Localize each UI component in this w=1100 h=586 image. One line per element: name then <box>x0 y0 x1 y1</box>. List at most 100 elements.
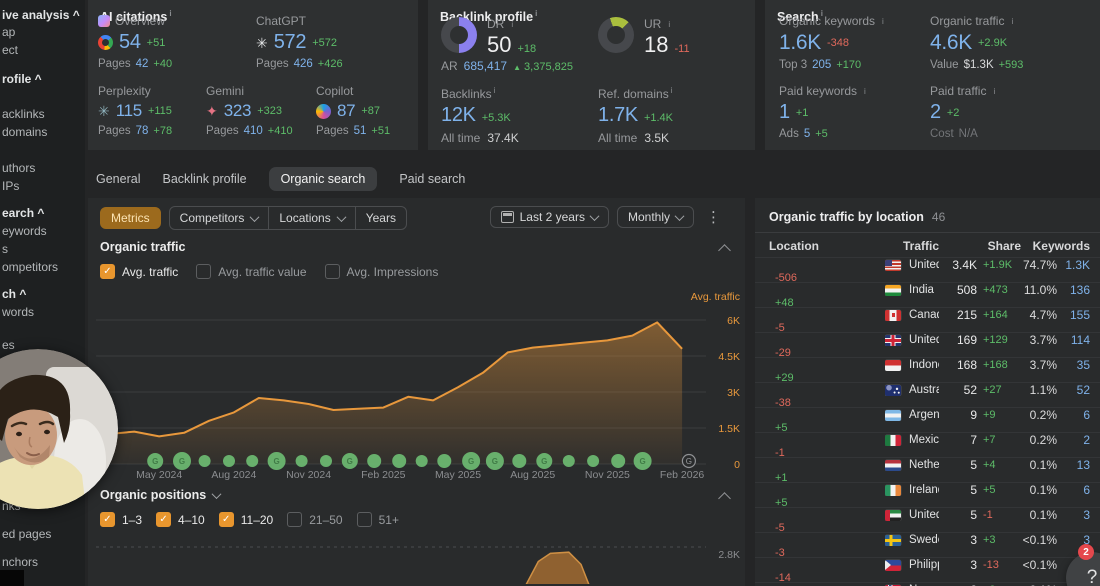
range-controls: Last 2 years Monthly ⋮ <box>489 206 725 228</box>
notification-badge: 2 <box>1078 544 1094 560</box>
checkbox-avg-traffic-value[interactable]: Avg. traffic value <box>196 264 307 279</box>
tab-backlink-profile[interactable]: Backlink profile <box>162 172 247 186</box>
checkbox-11-20[interactable]: ✓ 11–20 <box>218 512 273 527</box>
table-row[interactable]: Netherlands 5 +4 0.1% 13 +1 <box>755 457 1100 482</box>
traffic-value: 508 <box>956 283 977 297</box>
checkbox-1-3[interactable]: ✓ 1–3 <box>100 512 142 527</box>
copilot-icon <box>316 103 331 119</box>
checkbox-box[interactable] <box>287 512 303 527</box>
tab-paid-search[interactable]: Paid search <box>399 172 466 186</box>
date-range-dropdown[interactable]: Last 2 years <box>489 206 609 228</box>
share-value: 3.7% <box>1029 358 1057 372</box>
sidebar-item[interactable]: IPs <box>2 179 20 193</box>
keywords-delta: -1 <box>775 447 785 457</box>
kebab-menu-icon[interactable]: ⋮ <box>706 209 721 226</box>
sidebar-item[interactable]: ive analysis ^ <box>2 8 80 22</box>
column-header-traffic[interactable]: Traffic <box>902 238 939 253</box>
share-value: 0.2% <box>1029 408 1057 422</box>
sidebar-item[interactable]: earch ^ <box>2 206 45 220</box>
positions-range-checkboxes: ✓ 1–3 ✓ 4–10 ✓ 11–20 21–50 51+ <box>100 512 413 527</box>
column-header-share[interactable]: Share <box>987 238 1021 253</box>
location-name: Mexico <box>909 434 939 446</box>
sidebar-item[interactable]: nchors <box>2 555 39 569</box>
sidebar-item[interactable]: ompetitors <box>2 260 59 274</box>
column-header-location[interactable]: Location <box>769 238 819 253</box>
checkbox-box[interactable]: ✓ <box>218 512 234 527</box>
table-row[interactable]: Canada 215 +164 4.7% 155 -5 <box>755 307 1100 332</box>
traffic-value: 9 <box>970 408 977 422</box>
table-row[interactable]: Ireland 5 +5 0.1% 6 +5 <box>755 482 1100 507</box>
traffic-delta: -13 <box>983 559 999 571</box>
dr-gauge <box>441 17 477 53</box>
svg-text:Aug 2024: Aug 2024 <box>211 469 256 481</box>
organic-traffic-chart[interactable]: 6K 4.5K 3K 1.5K 0 Avg. traffic May 2024 Aug 202… <box>96 290 744 485</box>
checkbox-box[interactable] <box>356 512 372 527</box>
share-value: 11.0% <box>1023 283 1057 297</box>
checkbox-box[interactable]: ✓ <box>100 512 115 527</box>
svg-text:G: G <box>179 457 185 466</box>
years-button[interactable]: Years <box>354 207 406 229</box>
checkbox-box[interactable] <box>196 264 212 279</box>
table-row[interactable]: Australia 52 +27 1.1% 52 -38 <box>755 382 1100 407</box>
metric-ai-overview: Overview 54 +51 Pages 42 +40 <box>98 14 173 70</box>
ai-citations-card: AI citations i Overview 54 +51 Pages 42 +40 … <box>88 0 418 150</box>
table-header: Location Traffic Share Keywords <box>755 234 1100 257</box>
table-row[interactable]: Norway2+2<0.1%2-2 <box>755 582 1100 586</box>
table-row[interactable]: Philippines3-13<0.1%11-14 <box>755 557 1100 582</box>
flag-icon-ca <box>885 309 901 321</box>
table-row[interactable]: United Arab Emirates 5 -1 0.1% 3 -5 <box>755 507 1100 532</box>
checkbox-box[interactable]: ✓ <box>100 264 115 279</box>
table-row[interactable]: United States 3.4K +1.9K 74.7% 1.3K -506 <box>755 257 1100 282</box>
sidebar-item[interactable]: eywords <box>2 224 47 238</box>
traffic-value: 2 <box>939 583 977 586</box>
keywords-delta: -5 <box>775 322 785 332</box>
collapse-section-icon[interactable] <box>718 492 731 505</box>
metric-perplexity: Perplexity ✳ 115 +115 Pages 78 +78 <box>98 84 173 137</box>
card-title-search: Search i <box>777 8 823 24</box>
sidebar-item[interactable]: s <box>2 242 8 256</box>
question-mark-icon: ? <box>1086 567 1098 586</box>
sidebar-item[interactable]: rofile ^ <box>2 72 42 86</box>
sidebar-item[interactable]: uthors <box>2 161 36 175</box>
keywords-value: 2 <box>1083 433 1090 447</box>
table-row[interactable]: India 508 +473 11.0% 136 +48 <box>755 282 1100 307</box>
table-row[interactable]: Indonesia 168 +168 3.7% 35 +29 <box>755 357 1100 382</box>
checkbox-51+[interactable]: 51+ <box>356 512 399 527</box>
traffic-value: 3 <box>970 533 977 547</box>
table-row[interactable]: Sweden 3 +3 <0.1% 3 -3 <box>755 532 1100 557</box>
sidebar-item[interactable]: ch ^ <box>2 287 27 301</box>
organic-positions-chart[interactable]: 2.8K <box>96 538 744 586</box>
checkbox-box[interactable] <box>324 264 340 279</box>
granularity-dropdown[interactable]: Monthly <box>616 206 694 228</box>
sidebar-item[interactable]: ed pages <box>2 527 52 541</box>
sidebar-item[interactable]: acklinks <box>2 107 45 121</box>
table-row[interactable]: Argentina 9 +9 0.2% 6 +5 <box>755 407 1100 432</box>
competitors-dropdown[interactable]: Competitors <box>170 207 269 229</box>
sidebar-item[interactable]: ect <box>2 43 19 57</box>
tab-general[interactable]: General <box>96 172 141 186</box>
locations-dropdown[interactable]: Locations <box>268 207 354 229</box>
card-title-ai-citations: AI citations i <box>100 8 172 24</box>
checkbox-avg-traffic[interactable]: ✓ Avg. traffic <box>100 264 178 279</box>
checkbox-21-50[interactable]: 21–50 <box>287 512 343 527</box>
table-row[interactable]: Mexico 7 +7 0.2% 2 -1 <box>755 432 1100 457</box>
table-row[interactable]: United Kingdom 169 +129 3.7% 114 -29 <box>755 332 1100 357</box>
column-header-keywords[interactable]: Keywords <box>1032 238 1090 253</box>
gemini-icon: ✦ <box>206 103 218 119</box>
metrics-button[interactable]: Metrics <box>100 207 161 229</box>
checkbox-4-10[interactable]: ✓ 4–10 <box>156 512 205 527</box>
traffic-value: 5 <box>970 508 977 522</box>
collapse-section-icon[interactable] <box>718 244 731 257</box>
traffic-delta: -1 <box>983 509 993 521</box>
sidebar-item[interactable]: domains <box>2 125 48 139</box>
sidebar-item[interactable]: words <box>2 305 35 319</box>
sidebar-item[interactable]: ap <box>2 25 16 39</box>
sidebar-item[interactable]: es <box>2 338 15 352</box>
share-value: 0.1% <box>1029 458 1057 472</box>
share-value: 0.1% <box>1029 508 1057 522</box>
checkbox-avg-impressions[interactable]: Avg. Impressions <box>324 264 438 279</box>
checkbox-box[interactable]: ✓ <box>156 512 172 527</box>
traffic-delta: +168 <box>983 359 1008 371</box>
tab-organic-search[interactable]: Organic search <box>268 167 378 191</box>
organic-positions-header[interactable]: Organic positions <box>100 488 222 502</box>
